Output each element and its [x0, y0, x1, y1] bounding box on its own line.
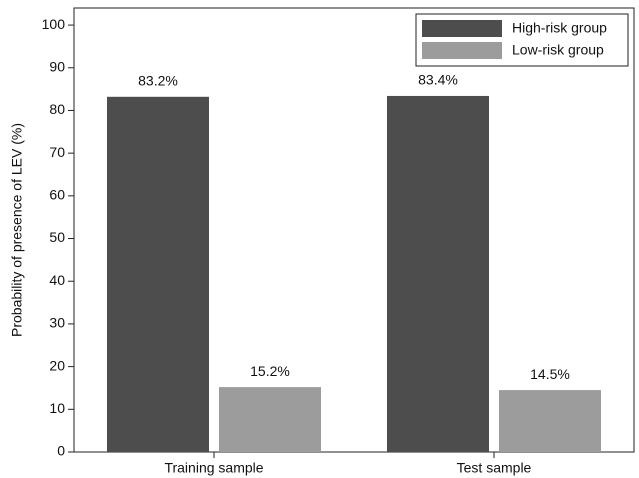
y-tick-label: 90 [49, 58, 65, 74]
value-label: 83.2% [138, 73, 178, 89]
y-tick-label: 100 [42, 16, 66, 32]
bar [107, 96, 209, 453]
y-tick-label: 0 [57, 443, 65, 459]
x-tick-label: Test sample [457, 460, 532, 476]
y-tick-label: 60 [49, 187, 65, 203]
value-label: 14.5% [530, 366, 570, 382]
y-tick-label: 50 [49, 229, 65, 245]
bar [499, 390, 601, 452]
value-label: 15.2% [250, 363, 290, 379]
legend-swatch [422, 20, 502, 37]
y-tick-label: 30 [49, 315, 65, 331]
y-axis-label: Probability of presence of LEV (%) [9, 123, 25, 337]
y-tick-label: 80 [49, 101, 65, 117]
legend-label: High-risk group [512, 20, 607, 36]
y-tick-label: 70 [49, 144, 65, 160]
y-tick-label: 20 [49, 357, 65, 373]
y-tick-label: 40 [49, 272, 65, 288]
legend-label: Low-risk group [512, 42, 604, 58]
legend-swatch [422, 42, 502, 59]
y-tick-label: 10 [49, 400, 65, 416]
bar [219, 387, 321, 452]
value-label: 83.4% [418, 72, 458, 88]
x-tick-label: Training sample [164, 460, 263, 476]
bar [387, 95, 489, 452]
